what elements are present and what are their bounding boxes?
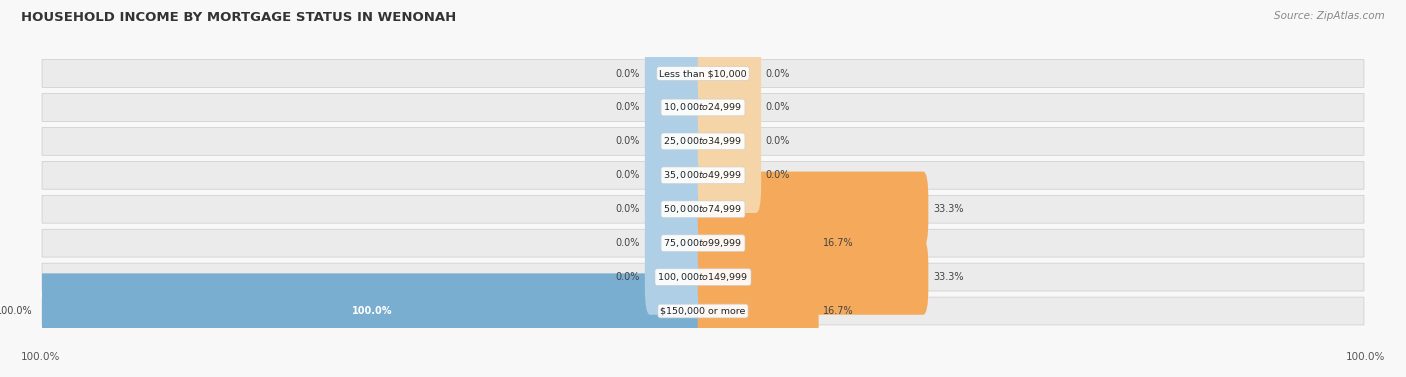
Text: 0.0%: 0.0%	[616, 170, 640, 180]
FancyBboxPatch shape	[42, 195, 1364, 223]
Text: 0.0%: 0.0%	[766, 136, 790, 146]
FancyBboxPatch shape	[37, 273, 709, 349]
FancyBboxPatch shape	[697, 36, 761, 111]
Text: 16.7%: 16.7%	[824, 306, 853, 316]
Text: 0.0%: 0.0%	[616, 272, 640, 282]
FancyBboxPatch shape	[645, 239, 709, 315]
FancyBboxPatch shape	[42, 93, 1364, 121]
Text: 0.0%: 0.0%	[766, 103, 790, 112]
FancyBboxPatch shape	[645, 36, 709, 111]
FancyBboxPatch shape	[697, 70, 761, 145]
Text: $25,000 to $34,999: $25,000 to $34,999	[664, 135, 742, 147]
Text: $75,000 to $99,999: $75,000 to $99,999	[664, 237, 742, 249]
Text: $10,000 to $24,999: $10,000 to $24,999	[664, 101, 742, 113]
FancyBboxPatch shape	[697, 239, 928, 315]
Text: Less than $10,000: Less than $10,000	[659, 69, 747, 78]
Text: 0.0%: 0.0%	[766, 69, 790, 78]
FancyBboxPatch shape	[42, 60, 1364, 87]
Text: 33.3%: 33.3%	[934, 204, 963, 214]
FancyBboxPatch shape	[42, 161, 1364, 189]
Text: 100.0%: 100.0%	[21, 352, 60, 362]
Text: 100.0%: 100.0%	[1346, 352, 1385, 362]
FancyBboxPatch shape	[697, 138, 761, 213]
FancyBboxPatch shape	[645, 70, 709, 145]
Text: 100.0%: 100.0%	[353, 306, 392, 316]
Text: 0.0%: 0.0%	[766, 170, 790, 180]
Text: 0.0%: 0.0%	[616, 238, 640, 248]
FancyBboxPatch shape	[697, 273, 818, 349]
FancyBboxPatch shape	[697, 104, 761, 179]
FancyBboxPatch shape	[697, 205, 818, 281]
Text: 0.0%: 0.0%	[616, 136, 640, 146]
Text: Source: ZipAtlas.com: Source: ZipAtlas.com	[1274, 11, 1385, 21]
Text: $100,000 to $149,999: $100,000 to $149,999	[658, 271, 748, 283]
FancyBboxPatch shape	[697, 172, 928, 247]
FancyBboxPatch shape	[42, 229, 1364, 257]
FancyBboxPatch shape	[42, 263, 1364, 291]
FancyBboxPatch shape	[645, 104, 709, 179]
FancyBboxPatch shape	[42, 297, 1364, 325]
FancyBboxPatch shape	[645, 205, 709, 281]
Text: 0.0%: 0.0%	[616, 103, 640, 112]
Text: $150,000 or more: $150,000 or more	[661, 307, 745, 316]
Text: $50,000 to $74,999: $50,000 to $74,999	[664, 203, 742, 215]
Text: 16.7%: 16.7%	[824, 238, 853, 248]
Text: $35,000 to $49,999: $35,000 to $49,999	[664, 169, 742, 181]
Text: 33.3%: 33.3%	[934, 272, 963, 282]
FancyBboxPatch shape	[645, 172, 709, 247]
FancyBboxPatch shape	[42, 127, 1364, 155]
Text: HOUSEHOLD INCOME BY MORTGAGE STATUS IN WENONAH: HOUSEHOLD INCOME BY MORTGAGE STATUS IN W…	[21, 11, 457, 24]
Text: 0.0%: 0.0%	[616, 69, 640, 78]
Text: 0.0%: 0.0%	[616, 204, 640, 214]
FancyBboxPatch shape	[645, 138, 709, 213]
Text: 100.0%: 100.0%	[0, 306, 32, 316]
